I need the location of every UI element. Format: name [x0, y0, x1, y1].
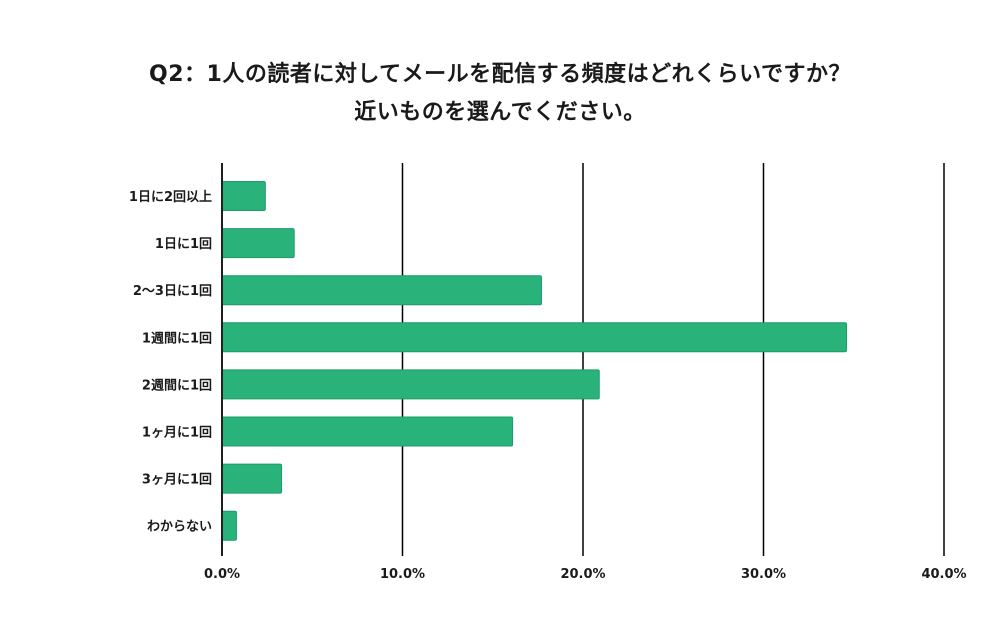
category-label-7: わからない	[147, 520, 212, 535]
category-label-2: 2〜3日に1回	[133, 284, 212, 299]
bar-7	[221, 510, 237, 541]
bar-3	[221, 322, 848, 353]
x-tick-label-0: 0.0%	[204, 567, 240, 582]
category-label-0: 1日に2回以上	[129, 190, 212, 205]
category-label-6: 3ヶ月に1回	[142, 473, 212, 488]
bar-0	[221, 181, 266, 211]
category-label-3: 1週間に1回	[142, 331, 212, 346]
chart-title-line-1: Q2：1人の読者に対してメールを配信する頻度はどれくらいですか？	[149, 62, 851, 87]
category-label-5: 1ヶ月に1回	[142, 426, 212, 441]
chart-title-line-2: 近いものを選んでください。	[354, 100, 646, 125]
x-tick-label-1: 10.0%	[380, 567, 425, 582]
bar-6	[221, 463, 283, 494]
bar-2	[221, 275, 542, 306]
bar-1	[221, 228, 295, 259]
category-label-4: 2週間に1回	[142, 378, 212, 393]
bar-5	[221, 416, 514, 447]
chart-title: Q2：1人の読者に対してメールを配信する頻度はどれくらいですか？ 近いものを選ん…	[0, 56, 1000, 132]
x-tick-label-3: 30.0%	[741, 567, 786, 582]
bar-4	[221, 369, 600, 400]
category-label-1: 1日に1回	[155, 237, 212, 252]
x-tick-label-2: 20.0%	[560, 567, 605, 582]
x-tick-label-4: 40.0%	[921, 567, 966, 582]
